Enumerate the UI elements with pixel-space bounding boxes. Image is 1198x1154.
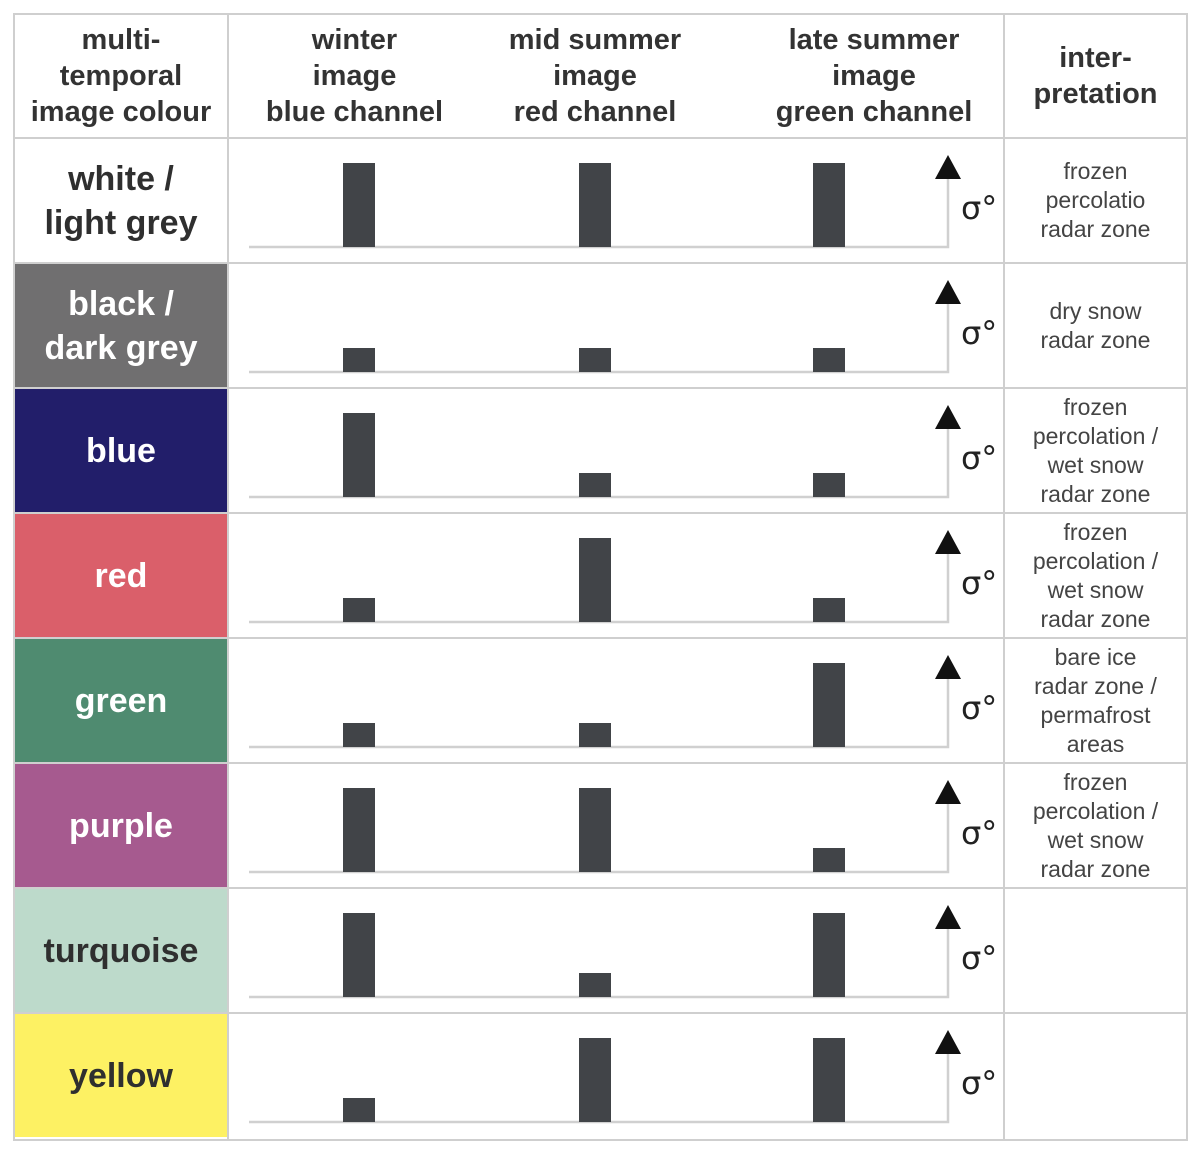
bar-mid-summer	[579, 788, 611, 872]
colour-label: purple	[15, 764, 227, 887]
bar-late-summer	[813, 163, 845, 247]
axis-arrow-icon	[935, 780, 961, 804]
axis-arrow-icon	[935, 280, 961, 304]
bar-winter	[343, 348, 375, 372]
row-divider	[15, 637, 1186, 639]
axis-line	[249, 800, 950, 874]
interpretation-text: bare ice radar zone / permafrost areas	[1034, 643, 1157, 757]
bar-winter	[343, 1098, 375, 1122]
row-divider	[15, 262, 1186, 264]
backscatter-svg: σ°	[249, 1030, 997, 1124]
backscatter-svg: σ°	[249, 280, 997, 374]
row-divider	[15, 387, 1186, 389]
axis-arrow-icon	[935, 405, 961, 429]
radar-colour-table: multi- temporal image colour winter imag…	[13, 13, 1188, 1141]
backscatter-plot: σ°	[229, 264, 1004, 387]
colour-label: green	[15, 639, 227, 762]
sigma-symbol: σ°	[961, 439, 997, 477]
sigma-symbol: σ°	[961, 189, 997, 227]
colour-label: white / light grey	[15, 139, 227, 262]
bar-winter	[343, 413, 375, 497]
row-divider	[15, 137, 1186, 139]
bar-mid-summer	[579, 538, 611, 622]
bar-mid-summer	[579, 163, 611, 247]
row-divider	[15, 512, 1186, 514]
axis-arrow-icon	[935, 155, 961, 179]
interpretation-text: frozen percolation / wet snow radar zone	[1032, 518, 1159, 632]
bar-late-summer	[813, 348, 845, 372]
header-winter: winter image blue channel	[265, 24, 444, 128]
bar-mid-summer	[579, 1038, 611, 1122]
bar-late-summer	[813, 473, 845, 497]
row-divider	[15, 762, 1186, 764]
header-interpretation: inter- pretation	[1033, 42, 1158, 110]
bar-late-summer	[813, 598, 845, 622]
column-divider	[227, 15, 229, 1139]
sigma-symbol: σ°	[961, 564, 997, 602]
backscatter-plot: σ°	[229, 639, 1004, 762]
bar-winter	[343, 598, 375, 622]
backscatter-plot: σ°	[229, 1014, 1004, 1137]
backscatter-svg: σ°	[249, 780, 997, 874]
colour-label: red	[15, 514, 227, 637]
sigma-symbol: σ°	[961, 939, 997, 977]
axis-line	[249, 675, 950, 749]
sigma-symbol: σ°	[961, 1064, 997, 1102]
colour-label: turquoise	[15, 889, 227, 1012]
interpretation-text: frozen percolation / wet snow radar zone	[1032, 768, 1159, 882]
backscatter-svg: σ°	[249, 530, 997, 624]
bar-late-summer	[813, 848, 845, 872]
axis-arrow-icon	[935, 655, 961, 679]
axis-line	[249, 1050, 950, 1124]
bar-late-summer	[813, 663, 845, 747]
bar-mid-summer	[579, 348, 611, 372]
bar-mid-summer	[579, 723, 611, 747]
bar-winter	[343, 163, 375, 247]
axis-arrow-icon	[935, 530, 961, 554]
backscatter-svg: σ°	[249, 155, 997, 249]
bar-winter	[343, 913, 375, 997]
bar-late-summer	[813, 1038, 845, 1122]
sigma-symbol: σ°	[961, 689, 997, 727]
column-divider	[1003, 15, 1005, 1139]
sigma-symbol: σ°	[961, 814, 997, 852]
axis-arrow-icon	[935, 1030, 961, 1054]
backscatter-plot: σ°	[229, 764, 1004, 887]
header-late-summer: late summer image green channel	[775, 24, 973, 128]
axis-line	[249, 300, 950, 374]
colour-label: yellow	[15, 1014, 227, 1137]
colour-label: blue	[15, 389, 227, 512]
row-divider	[15, 887, 1186, 889]
interpretation-text	[1005, 1014, 1186, 1137]
bar-mid-summer	[579, 973, 611, 997]
interpretation-text: frozen percolatio radar zone	[1040, 158, 1151, 242]
backscatter-svg: σ°	[249, 405, 997, 499]
backscatter-plot: σ°	[229, 139, 1004, 262]
axis-arrow-icon	[935, 905, 961, 929]
backscatter-plot: σ°	[229, 389, 1004, 512]
bar-late-summer	[813, 913, 845, 997]
bar-winter	[343, 723, 375, 747]
backscatter-plot: σ°	[229, 514, 1004, 637]
backscatter-svg: σ°	[249, 655, 997, 749]
axis-line	[249, 425, 950, 499]
interpretation-text: frozen percolation / wet snow radar zone	[1032, 393, 1159, 507]
axis-line	[249, 175, 950, 249]
header-colour: multi- temporal image colour	[30, 24, 212, 128]
interpretation-text: dry snow radar zone	[1040, 297, 1151, 353]
sigma-symbol: σ°	[961, 314, 997, 352]
axis-line	[249, 550, 950, 624]
bar-mid-summer	[579, 473, 611, 497]
bar-winter	[343, 788, 375, 872]
axis-line	[249, 925, 950, 999]
backscatter-plot: σ°	[229, 889, 1004, 1012]
row-divider	[15, 1012, 1186, 1014]
interpretation-text	[1005, 889, 1186, 1012]
header-mid-summer: mid summer image red channel	[508, 24, 682, 128]
backscatter-svg: σ°	[249, 905, 997, 999]
colour-label: black / dark grey	[15, 264, 227, 387]
